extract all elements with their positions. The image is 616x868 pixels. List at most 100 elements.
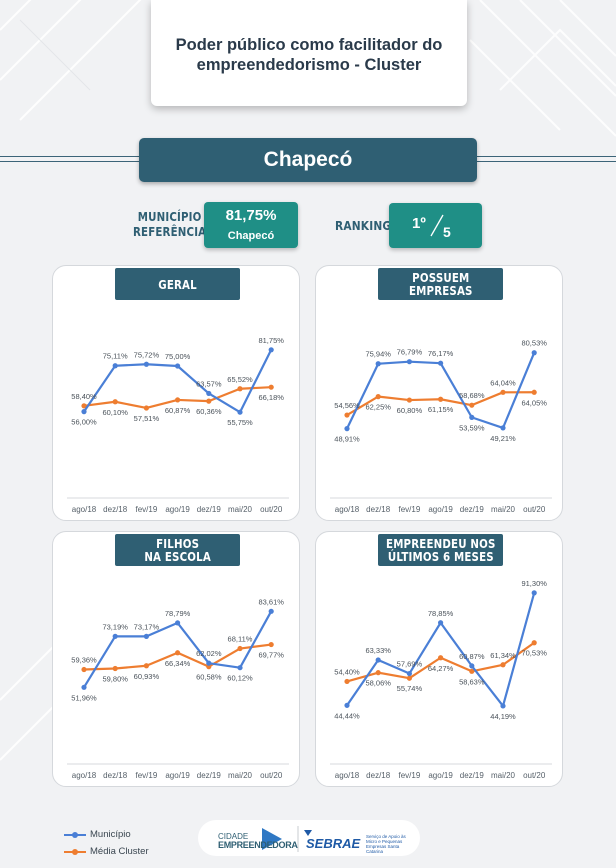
ranking-position: 1º xyxy=(412,215,426,232)
data-point-media-cluster xyxy=(469,402,475,408)
data-point-municipio xyxy=(112,363,118,369)
data-label-municipio: 80,53% xyxy=(521,339,547,348)
data-point-municipio xyxy=(206,660,212,666)
data-point-media-cluster xyxy=(175,397,181,403)
logo-cidade-line1: CIDADE xyxy=(218,832,249,841)
data-label-media-cluster: 66,18% xyxy=(258,393,284,402)
x-tick-label: ago/19 xyxy=(165,505,190,514)
chart-panel-empreendeu: EMPREENDEU NOS ÚLTIMOS 6 MESES ago/18 dez/… xyxy=(315,531,563,787)
chart-panel-filhos-na-escola: FILHOS NA ESCOLA ago/18 dez/18 fev/19 ago/19… xyxy=(52,531,300,787)
chart-geral: ago/18 dez/18 fev/19 ago/19 dez/19 mai/20 out/… xyxy=(67,336,289,514)
x-tick-label: ago/18 xyxy=(335,505,360,514)
x-tick-label: dez/18 xyxy=(366,771,391,780)
x-tick-label: ago/18 xyxy=(72,505,97,514)
ranking-label: RANKING xyxy=(335,218,392,233)
data-point-media-cluster xyxy=(406,675,412,681)
data-label-media-cluster: 68,11% xyxy=(228,635,253,644)
data-point-media-cluster xyxy=(375,670,381,676)
data-point-media-cluster xyxy=(268,641,274,648)
x-tick-label: mai/20 xyxy=(491,505,516,514)
data-point-municipio xyxy=(206,390,212,397)
data-point-media-cluster xyxy=(500,662,506,668)
data-label-municipio: 78,79% xyxy=(165,609,191,618)
data-point-media-cluster xyxy=(469,668,475,674)
data-label-municipio: 76,17% xyxy=(428,349,454,358)
ranking-slash xyxy=(430,214,444,237)
data-point-media-cluster xyxy=(531,640,537,646)
x-tick-label: fev/19 xyxy=(399,771,421,780)
data-label-municipio: 73,19% xyxy=(102,622,128,631)
data-point-media-cluster xyxy=(112,665,118,672)
data-label-media-cluster: 64,27% xyxy=(428,664,454,673)
data-point-media-cluster xyxy=(81,403,87,409)
data-point-municipio xyxy=(237,665,243,671)
chart-title-tab: FILHOS NA ESCOLA xyxy=(115,534,240,566)
data-label-municipio: 75,11% xyxy=(103,352,128,361)
logo-sebrae: SEBRAE xyxy=(306,836,361,851)
data-point-municipio xyxy=(143,361,149,367)
data-label-municipio: 91,30% xyxy=(521,579,547,588)
data-label-media-cluster: 59,80% xyxy=(102,674,128,683)
data-point-media-cluster xyxy=(112,399,118,405)
chart-title-tab: EMPREENDEU NOS ÚLTIMOS 6 MESES xyxy=(378,534,503,566)
data-label-media-cluster: 58,63% xyxy=(459,677,485,686)
data-label-media-cluster: 60,93% xyxy=(134,672,160,681)
x-tick-label: dez/18 xyxy=(103,771,128,780)
ranking-total: 5 xyxy=(443,224,451,240)
chart-empreendeu: ago/18 dez/18 fev/19 ago/19 dez/19 mai/20 out/… xyxy=(330,579,552,780)
data-point-municipio xyxy=(344,702,350,708)
data-label-municipio: 56,00% xyxy=(71,418,97,427)
data-label-media-cluster: 60,10% xyxy=(102,408,128,417)
data-label-municipio: 49,21% xyxy=(490,434,516,443)
chart-panel-possuem-empresas: POSSUEM EMPRESAS ago/18 dez/18 fev/19 ago/19… xyxy=(315,265,563,521)
data-label-municipio: 60,12% xyxy=(227,674,253,683)
reference-value: 81,75% xyxy=(225,207,277,224)
chart-title-tab: POSSUEM EMPRESAS xyxy=(378,268,503,300)
chart-possuem-empresas: ago/18 dez/18 fev/19 ago/19 dez/19 mai/20 out/… xyxy=(330,339,552,514)
data-point-municipio xyxy=(175,620,181,626)
data-label-municipio: 55,75% xyxy=(227,418,253,427)
data-label-municipio: 75,94% xyxy=(365,350,391,359)
data-point-municipio xyxy=(175,363,181,369)
logo-graphics xyxy=(198,820,420,856)
data-point-municipio xyxy=(237,409,243,415)
data-point-media-cluster xyxy=(438,655,444,661)
data-point-media-cluster xyxy=(438,396,444,402)
data-point-municipio xyxy=(112,633,118,639)
data-label-media-cluster: 60,87% xyxy=(165,406,191,415)
data-label-municipio: 48,91% xyxy=(334,435,360,444)
data-point-municipio xyxy=(375,657,381,663)
data-point-municipio xyxy=(81,684,87,690)
x-tick-label: ago/18 xyxy=(335,771,360,780)
data-label-media-cluster: 62,25% xyxy=(365,403,391,412)
data-label-media-cluster: 65,52% xyxy=(227,375,253,384)
data-label-media-cluster: 64,04% xyxy=(490,378,516,387)
data-label-media-cluster: 70,53% xyxy=(521,649,547,658)
logo-cidade-line2: EMPREENDEDORA xyxy=(218,840,298,850)
data-label-municipio: 75,72% xyxy=(134,350,160,359)
legend-swatch-media-cluster xyxy=(64,848,86,855)
chart-title: POSSUEM EMPRESAS xyxy=(408,270,473,298)
chart-title-tab: GERAL xyxy=(115,268,240,300)
data-label-media-cluster: 60,58% xyxy=(196,673,222,682)
data-point-media-cluster xyxy=(500,389,506,395)
legend-label-media-cluster: Média Cluster xyxy=(90,846,149,857)
data-label-media-cluster: 55,74% xyxy=(397,684,423,693)
data-label-municipio: 63,33% xyxy=(365,646,391,655)
x-tick-label: mai/20 xyxy=(228,771,253,780)
data-point-municipio xyxy=(375,361,381,367)
data-label-media-cluster: 61,15% xyxy=(428,405,454,414)
data-label-municipio: 57,69% xyxy=(397,660,423,669)
logo-sebrae-sub: Serviço de Apoio às Micro e Pequenas Emp… xyxy=(366,834,406,854)
data-point-municipio xyxy=(406,359,412,365)
legend-label-municipio: Município xyxy=(90,829,131,840)
data-point-media-cluster xyxy=(175,650,181,656)
data-point-media-cluster xyxy=(344,412,350,418)
sebrae-mark-icon xyxy=(304,830,312,836)
data-point-media-cluster xyxy=(237,645,243,652)
x-tick-label: out/20 xyxy=(523,771,546,780)
data-point-municipio xyxy=(406,670,412,677)
x-tick-label: fev/19 xyxy=(136,771,158,780)
x-tick-label: dez/19 xyxy=(460,505,485,514)
data-point-media-cluster xyxy=(143,663,149,669)
